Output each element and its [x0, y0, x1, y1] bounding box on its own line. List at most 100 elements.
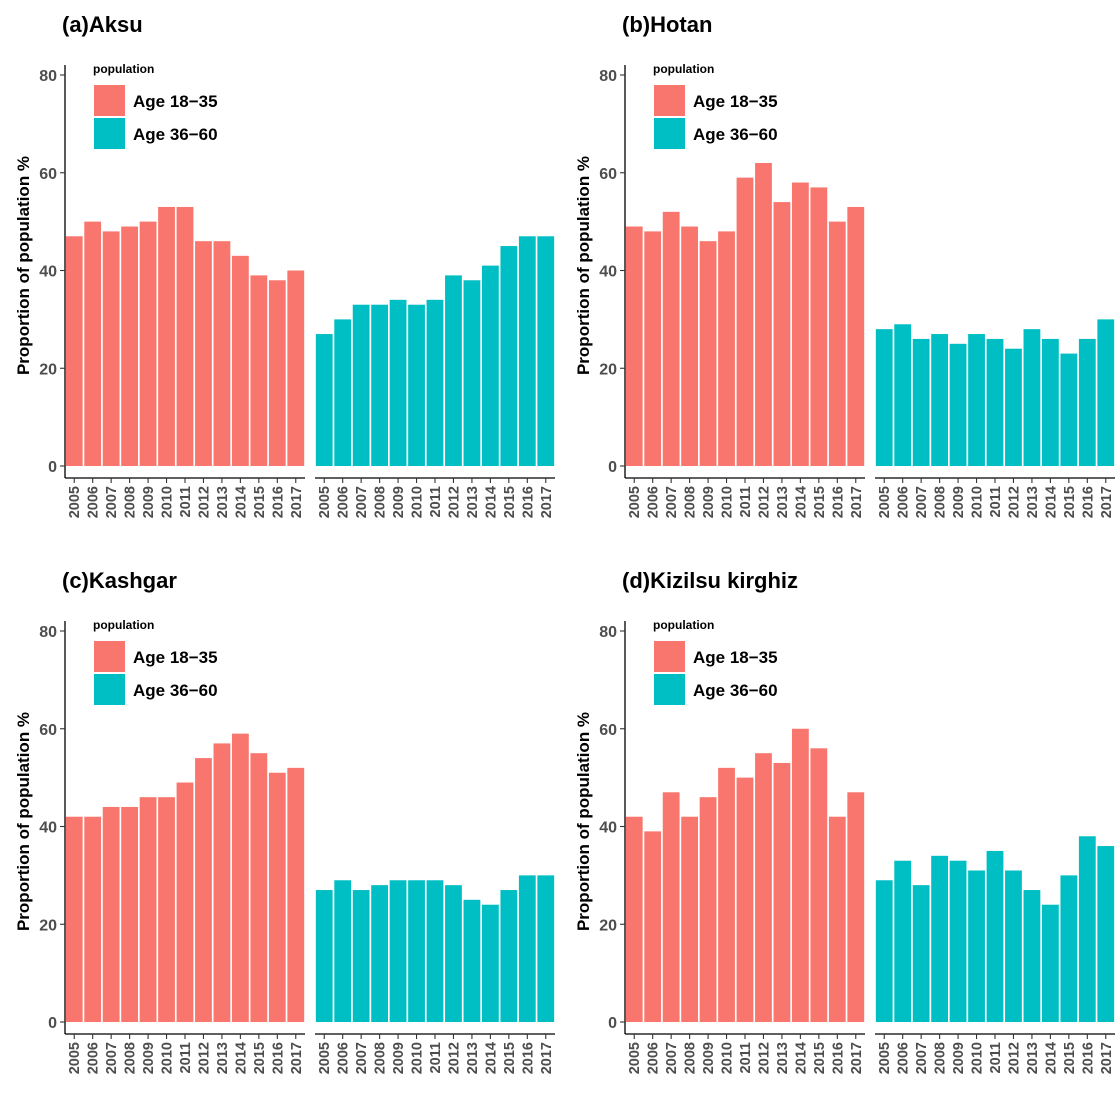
bar: [718, 231, 735, 466]
bar: [1041, 338, 1059, 466]
x-tick-label: 2014: [233, 486, 249, 518]
x-tick-label: 2014: [793, 1042, 809, 1074]
y-tick-label: 20: [599, 361, 617, 378]
x-tick-label: 2006: [896, 486, 912, 518]
x-tick-label: 2010: [410, 486, 426, 518]
x-tick-label: 2006: [86, 486, 102, 518]
bar: [158, 797, 175, 1022]
y-tick-label: 20: [39, 361, 57, 378]
x-tick-label: 2013: [465, 1042, 481, 1074]
y-tick-label: 60: [39, 722, 57, 739]
x-tick-label: 2010: [970, 486, 986, 518]
x-tick-label: 2016: [270, 1042, 286, 1074]
x-tick-label: 2014: [1043, 486, 1059, 518]
legend-swatch: [654, 674, 685, 705]
bar: [139, 797, 157, 1022]
x-tick-label: 2017: [539, 1042, 555, 1074]
x-tick-label: 2014: [483, 486, 499, 518]
bar: [102, 231, 120, 466]
x-tick-label: 2007: [354, 1042, 370, 1074]
bar: [426, 299, 444, 466]
chart-panel-3: (c)Kashgar Proportion of population % 0 20 4…: [14, 568, 555, 1074]
bar: [176, 782, 194, 1022]
x-tick-label: 2017: [289, 486, 305, 518]
x-tick-label: 2014: [1043, 1042, 1059, 1074]
bar: [352, 890, 370, 1022]
x-tick-label: 2017: [1099, 486, 1115, 518]
x-tick-label: 2007: [664, 486, 680, 518]
x-tick-label: 2008: [683, 486, 699, 518]
x-tick-label: 2008: [123, 1042, 139, 1074]
x-tick-label: 2009: [391, 486, 407, 518]
x-tick-label: 2007: [914, 1042, 930, 1074]
x-tick-label: 2015: [1062, 486, 1078, 518]
bar: [84, 221, 102, 466]
bar: [828, 816, 846, 1022]
x-tick-label: 2013: [775, 486, 791, 518]
x-tick-label: 2010: [970, 1042, 986, 1074]
bar: [912, 338, 930, 466]
bar: [699, 797, 717, 1022]
bar: [408, 880, 425, 1022]
bar: [139, 221, 157, 466]
x-tick-label: 2009: [701, 1042, 717, 1074]
legend-title: population: [93, 618, 154, 632]
y-tick-label: 20: [39, 917, 57, 934]
bar: [1078, 836, 1096, 1022]
bar: [644, 231, 662, 466]
chart-title: (b)Hotan: [622, 12, 712, 37]
bar: [1060, 875, 1078, 1022]
x-tick-label: 2007: [104, 1042, 120, 1074]
x-tick-label: 2012: [756, 486, 772, 518]
x-tick-label: 2015: [812, 1042, 828, 1074]
x-tick-label: 2005: [317, 486, 333, 518]
bar: [625, 226, 643, 466]
y-tick-label: 40: [599, 820, 617, 837]
bar: [287, 767, 305, 1022]
legend-title: population: [653, 618, 714, 632]
y-tick-label: 40: [599, 264, 617, 281]
legend-label: Age 18−35: [133, 92, 218, 111]
x-tick-label: 2017: [849, 486, 865, 518]
legend-label: Age 36−60: [693, 681, 778, 700]
bar: [931, 334, 949, 466]
legend-label: Age 36−60: [133, 681, 218, 700]
bar: [736, 177, 754, 466]
bar: [213, 241, 231, 466]
bar: [102, 806, 120, 1022]
bar: [250, 753, 268, 1022]
x-tick-label: 2012: [196, 1042, 212, 1074]
bar: [828, 221, 846, 466]
bar: [389, 880, 407, 1022]
x-tick-label: 2005: [67, 1042, 83, 1074]
legend-swatch: [94, 641, 125, 672]
bar: [681, 816, 699, 1022]
x-tick-label: 2016: [520, 486, 536, 518]
x-tick-label: 2008: [123, 486, 139, 518]
x-tick-label: 2010: [410, 1042, 426, 1074]
bar: [1023, 329, 1041, 466]
bar: [268, 772, 286, 1022]
bar: [773, 762, 791, 1022]
bar: [481, 904, 499, 1022]
legend: population Age 18−35 Age 36−60: [653, 618, 778, 705]
y-tick-label: 40: [39, 820, 57, 837]
x-tick-label: 2006: [336, 1042, 352, 1074]
bar: [537, 875, 555, 1022]
bar: [463, 280, 481, 466]
x-tick-label: 2007: [354, 486, 370, 518]
bar: [537, 236, 555, 466]
bar: [662, 211, 680, 466]
bar: [500, 890, 518, 1022]
bar: [500, 246, 518, 466]
legend-swatch: [654, 85, 685, 116]
chart-panel-1: (a)Aksu Proportion of population % 0 20 40 60…: [14, 12, 555, 518]
x-tick-label: 2005: [67, 486, 83, 518]
x-tick-label: 2013: [1025, 1042, 1041, 1074]
x-tick-label: 2005: [317, 1042, 333, 1074]
bar: [371, 885, 389, 1022]
y-tick-label: 60: [599, 722, 617, 739]
bar: [1005, 348, 1022, 466]
x-tick-label: 2009: [141, 486, 157, 518]
bar: [773, 202, 791, 466]
